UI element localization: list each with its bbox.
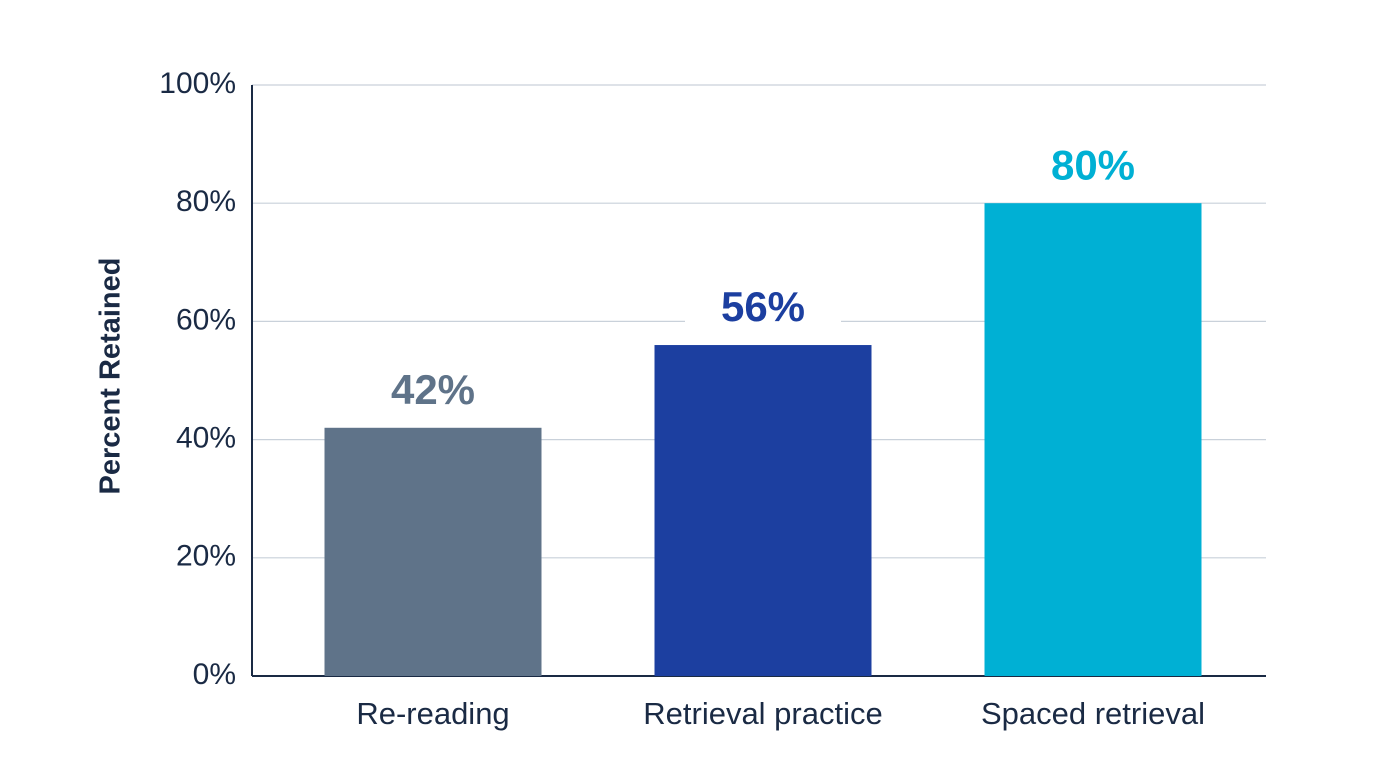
value-label: 42%	[391, 366, 475, 413]
value-label-bg	[685, 283, 841, 334]
y-tick-label: 40%	[176, 422, 236, 455]
bar	[654, 345, 872, 676]
value-label: 80%	[1051, 141, 1135, 188]
y-tick-label: 0%	[193, 658, 236, 691]
bar	[324, 427, 542, 676]
x-tick-label: Retrieval practice	[643, 696, 882, 731]
y-tick-label: 100%	[159, 67, 236, 100]
value-label-bg	[355, 365, 511, 416]
bar	[984, 203, 1202, 676]
y-tick-label: 20%	[176, 540, 236, 573]
y-axis-title: Percent Retained	[95, 258, 127, 495]
x-tick-label: Re-reading	[356, 696, 509, 731]
value-label: 56%	[721, 283, 805, 330]
value-label-bg	[1015, 141, 1171, 192]
x-tick-label: Spaced retrieval	[981, 696, 1205, 731]
y-tick-label: 60%	[176, 303, 236, 336]
y-tick-label: 80%	[176, 185, 236, 218]
